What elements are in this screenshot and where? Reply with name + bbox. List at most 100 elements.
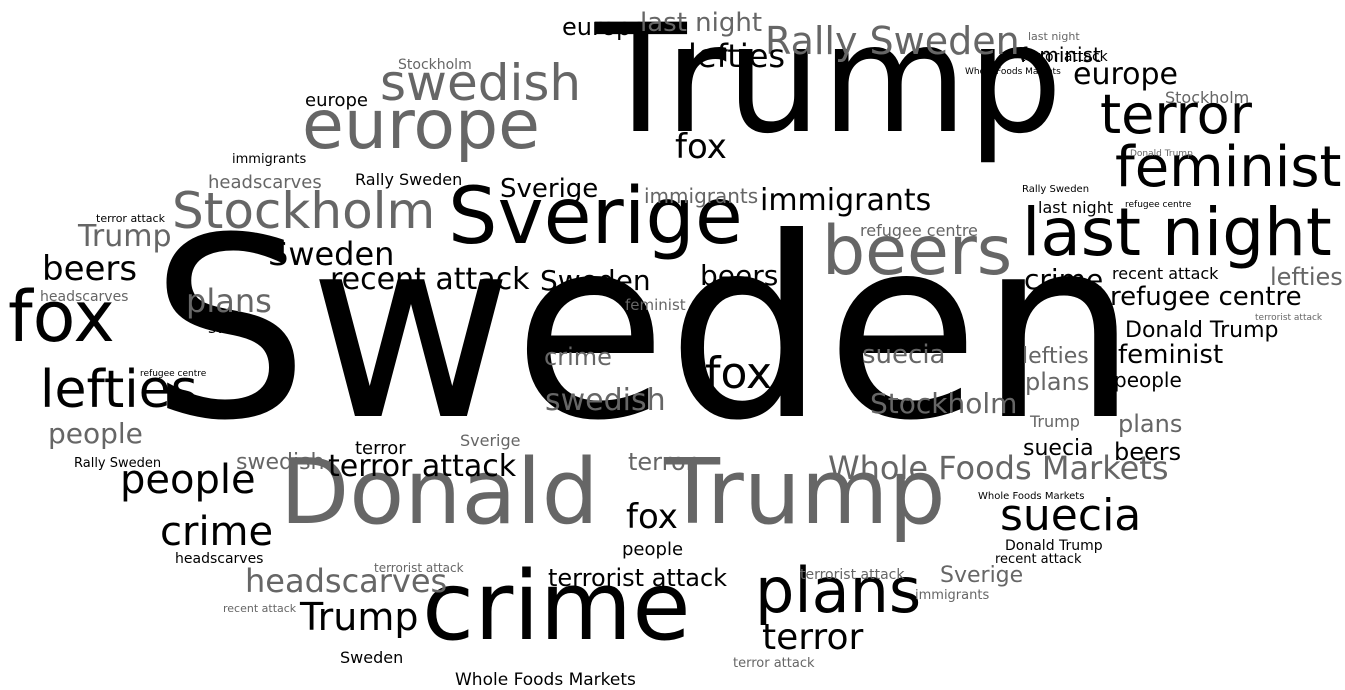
- word-terrorist-attack: terrorist attack: [374, 561, 464, 575]
- word-donald: Donald: [280, 440, 599, 545]
- word-suecia: suecia: [1023, 436, 1094, 461]
- word-people: people: [622, 539, 684, 560]
- word-europe: europe: [1073, 57, 1178, 92]
- word-plans: plans: [755, 554, 922, 627]
- word-lefties: lefties: [1270, 263, 1343, 291]
- word-people: people: [120, 457, 256, 503]
- word-refugee-centre: refugee centre: [1125, 200, 1192, 210]
- word-lefties: lefties: [40, 360, 198, 420]
- word-feminist: feminist: [625, 296, 686, 314]
- word-immigrants: immigrants: [232, 152, 307, 167]
- word-plans: plans: [1025, 368, 1090, 396]
- word-swedish: swedish: [545, 383, 666, 418]
- word-crime: crime: [422, 552, 691, 662]
- word-europe: europe: [305, 90, 368, 111]
- word-lefties: lefties: [688, 37, 786, 75]
- word-headscarves: headscarves: [175, 551, 264, 567]
- word-sverige: Sverige: [448, 172, 743, 262]
- word-whole-foods-markets: Whole Foods Markets: [965, 67, 1061, 77]
- word-stockholm: Stockholm: [398, 57, 472, 73]
- word-crime: crime: [544, 343, 612, 371]
- word-trump: Trump: [1030, 412, 1080, 431]
- word-donald-trump: Donald Trump: [1005, 538, 1103, 554]
- word-trump: Trump: [300, 595, 419, 639]
- word-trump: Trump: [78, 219, 172, 254]
- word-sweden: Sweden: [340, 648, 404, 667]
- word-rally-sweden: Rally Sweden: [1022, 184, 1090, 195]
- word-europe: europe: [302, 86, 540, 165]
- word-whole-foods-markets: Whole Foods Markets: [455, 670, 636, 690]
- word-rally-sweden: Rally Sweden: [74, 456, 162, 471]
- word-terror: terror: [762, 617, 864, 658]
- word-suecia: suecia: [862, 340, 946, 370]
- word-beers: beers: [1114, 438, 1182, 466]
- word-crime: crime: [160, 509, 274, 555]
- word-beers: beers: [700, 259, 779, 292]
- word-rally-sweden: Rally Sweden: [355, 170, 463, 189]
- word-feminist: feminist: [1020, 43, 1101, 67]
- word-terrorist-attack: terrorist attack: [548, 564, 728, 592]
- word-people: people: [1114, 368, 1182, 392]
- word-last-night: last night: [1022, 194, 1332, 271]
- word-recent-attack: recent attack: [1112, 264, 1219, 283]
- word-sverige: Sverige: [500, 174, 599, 204]
- word-refugee-centre: refugee centre: [860, 221, 978, 240]
- word-sverige: Sverige: [460, 431, 521, 450]
- word-refugee-centre: refugee centre: [140, 369, 207, 379]
- word-terror-attack: terror attack: [328, 449, 517, 484]
- word-rally-sweden: Rally Sweden: [765, 19, 1020, 63]
- word-stockholm: Stockholm: [1165, 88, 1250, 107]
- word-donald-trump: Donald Trump: [1125, 318, 1279, 343]
- word-terror: terror: [1100, 83, 1252, 146]
- word-last-night: last night: [1028, 30, 1080, 43]
- word-whole-foods-markets: Whole Foods Markets: [828, 449, 1169, 487]
- word-recent-attack: recent attack: [330, 262, 530, 297]
- word-plans: plans: [186, 282, 272, 320]
- word-fox: fox: [8, 276, 115, 358]
- word-headscarves: headscarves: [245, 562, 448, 600]
- word-sverige: Sverige: [940, 563, 1024, 588]
- word-swedish: swedish: [236, 450, 325, 475]
- word-recent-attack: recent attack: [223, 602, 297, 615]
- word-stockholm: Stockholm: [172, 182, 436, 240]
- word-swedish: swedish: [380, 54, 582, 112]
- word-plans: plans: [1118, 410, 1183, 438]
- word-trump: Trump: [595, 0, 1063, 167]
- word-sweden: Sweden: [268, 235, 395, 273]
- word-headscarves: headscarves: [40, 289, 129, 305]
- word-terrorist-attack: terrorist attack: [1255, 313, 1323, 323]
- word-terror-attack: terror attack: [96, 212, 165, 225]
- word-people: people: [48, 417, 143, 450]
- word-beers: beers: [822, 212, 1013, 291]
- word-feminist: feminist: [1118, 340, 1224, 370]
- word-terror-attack: terror attack: [733, 656, 815, 671]
- word-immigrants: immigrants: [644, 184, 759, 208]
- word-last-night: last night: [640, 8, 763, 38]
- word-lefties: lefties: [1022, 344, 1089, 369]
- word-fox: fox: [626, 497, 678, 537]
- word-immigrants: immigrants: [915, 588, 990, 603]
- word-sweden: Sweden: [150, 184, 1138, 475]
- word-terror-attack: terror attack: [1020, 49, 1108, 65]
- word-whole-foods-markets: Whole Foods Markets: [978, 491, 1085, 502]
- word-terror: terror: [355, 438, 406, 459]
- word-suecia: suecia: [1000, 490, 1142, 541]
- word-terror: terror: [628, 448, 696, 476]
- word-headscarves: headscarves: [208, 172, 322, 193]
- word-swedish: swedish: [208, 318, 273, 337]
- word-fox: fox: [675, 127, 727, 167]
- word-crime: crime: [1024, 263, 1104, 296]
- word-last-night: last night: [1038, 198, 1114, 217]
- word-refugee-centre: refugee centre: [1110, 282, 1302, 312]
- word-immigrants: immigrants: [760, 183, 932, 218]
- word-stockholm: Stockholm: [870, 387, 1018, 420]
- word-recent-attack: recent attack: [995, 552, 1082, 567]
- word-donald-trump: Donald Trump: [1130, 149, 1193, 159]
- word-feminist: feminist: [1115, 135, 1342, 200]
- word-fox: fox: [705, 348, 773, 399]
- word-sweden: Sweden: [540, 264, 651, 297]
- word-trump: Trump: [665, 440, 946, 545]
- word-beers: beers: [42, 249, 138, 289]
- word-terrorist-attack: terrorist attack: [800, 567, 905, 583]
